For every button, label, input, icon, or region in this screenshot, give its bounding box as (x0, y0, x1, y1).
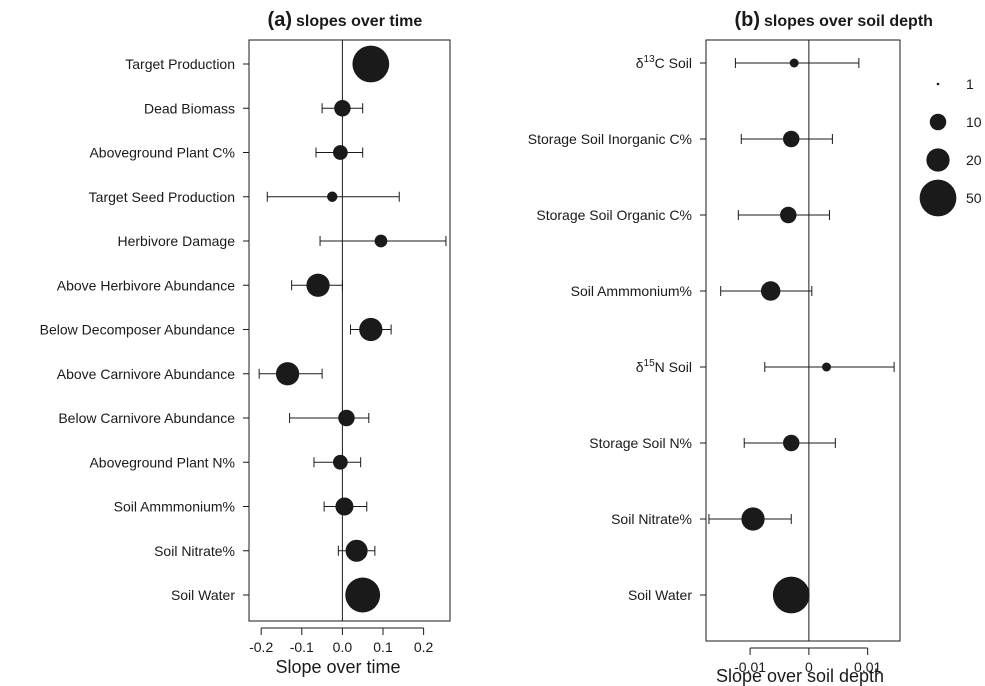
category-label: Aboveground Plant N% (89, 454, 235, 470)
category-label: Above Carnivore Abundance (57, 366, 235, 382)
legend-size-marker (926, 148, 950, 172)
estimate-point (741, 507, 765, 531)
category-label: Aboveground Plant C% (89, 145, 235, 161)
estimate-point (333, 145, 348, 160)
panel-b-marks (708, 58, 895, 614)
panel-a-plot-frame (248, 39, 451, 622)
x-tick-label: 0.0 (333, 639, 353, 655)
legend-size-label: 50 (966, 190, 982, 206)
category-label-prefix: δ (636, 55, 644, 71)
panel-b-title: slopes over soil depth (764, 13, 933, 30)
category-label: δ13C Soil (636, 54, 692, 71)
category-label: Storage Soil Organic C% (536, 207, 692, 223)
estimate-point (306, 273, 330, 297)
estimate-point (352, 45, 390, 83)
category-label: Soil Water (628, 587, 692, 603)
estimate-point (327, 191, 338, 202)
category-label: Dead Biomass (144, 100, 235, 116)
category-label-prefix: Storage Soil Organic C% (536, 207, 692, 223)
estimate-point (338, 409, 355, 427)
category-label: Target Production (125, 56, 235, 72)
x-tick-label: 0.2 (414, 639, 434, 655)
x-tick-label: 0.1 (373, 639, 393, 655)
category-label-rest: C Soil (655, 55, 692, 71)
estimate-point (789, 58, 799, 68)
panel-a-x-axis-title: Slope over time (275, 657, 400, 677)
category-label-superscript: 15 (644, 358, 656, 369)
panel-a-y-ticks (243, 63, 249, 596)
estimate-point (334, 100, 351, 117)
category-label-prefix: Soil Water (628, 587, 692, 603)
category-label: Below Carnivore Abundance (58, 410, 235, 426)
panel-a-tag: (a) (268, 9, 292, 31)
category-label-prefix: Storage Soil N% (589, 435, 692, 451)
estimate-point (780, 206, 797, 224)
category-label: Below Decomposer Abundance (40, 322, 236, 338)
category-label-prefix: δ (636, 359, 644, 375)
panel-b-y-ticks (700, 62, 706, 596)
estimate-point (333, 454, 348, 470)
category-label: Soil Ammmonium% (571, 283, 692, 299)
estimate-point (345, 539, 368, 562)
category-label: Above Herbivore Abundance (57, 277, 235, 293)
panel-b-plot-frame (705, 39, 901, 642)
estimate-point (335, 497, 354, 516)
panel-a-marks (258, 45, 447, 613)
panel-b-x-axis-title: Slope over soil depth (716, 666, 884, 686)
panel-a-title: slopes over time (296, 13, 422, 30)
x-tick-label: -0.2 (249, 639, 273, 655)
x-tick-label: -0.1 (290, 639, 314, 655)
estimate-point (772, 576, 810, 614)
estimate-point (783, 130, 800, 148)
category-label: Herbivore Damage (118, 233, 236, 249)
panel-a-category-labels: Target Production Dead Biomass Aboveground… (40, 56, 236, 603)
legend-size-marker (936, 82, 940, 86)
legend-size-marker (919, 179, 957, 217)
x-tick-label: 0.01 (854, 659, 881, 675)
estimate-point (345, 577, 381, 613)
estimate-point (760, 281, 781, 301)
estimate-point (275, 362, 300, 386)
estimate-point (783, 434, 800, 452)
panel-a: (a) slopes over time Target Production De… (40, 9, 451, 677)
category-label: Soil Water (171, 587, 235, 603)
size-legend: 1 10 20 50 (919, 76, 982, 217)
legend-size-label: 10 (966, 114, 982, 130)
category-label: Storage Soil N% (589, 435, 692, 451)
category-label-prefix: Soil Ammmonium% (571, 283, 692, 299)
category-label-prefix: Soil Nitrate% (611, 511, 692, 527)
category-label: Storage Soil Inorganic C% (528, 131, 692, 147)
category-label: δ15N Soil (636, 358, 692, 375)
category-label-superscript: 13 (644, 54, 656, 65)
x-tick-label: 0 (805, 659, 813, 675)
legend-size-label: 20 (966, 152, 982, 168)
category-label-rest: N Soil (655, 359, 692, 375)
estimate-point (822, 362, 832, 372)
category-label: Soil Ammmonium% (114, 499, 235, 515)
x-tick-label: -0.01 (734, 659, 766, 675)
category-label: Target Seed Production (89, 189, 235, 205)
legend-size-label: 1 (966, 76, 974, 92)
category-label: Soil Nitrate% (611, 511, 692, 527)
estimate-point (359, 317, 383, 342)
panel-b: (b) slopes over soil depth δ13C SoilStor… (528, 9, 933, 686)
legend-size-marker (929, 113, 947, 131)
category-label: Soil Nitrate% (154, 543, 235, 559)
panel-a-x-axis: -0.2 -0.1 0.0 0.1 0.2 (249, 627, 434, 655)
panel-b-x-axis: -0.01 0 0.01 (734, 647, 882, 675)
estimate-point (374, 234, 388, 248)
category-label-prefix: Storage Soil Inorganic C% (528, 131, 692, 147)
panel-b-tag: (b) (734, 9, 760, 31)
